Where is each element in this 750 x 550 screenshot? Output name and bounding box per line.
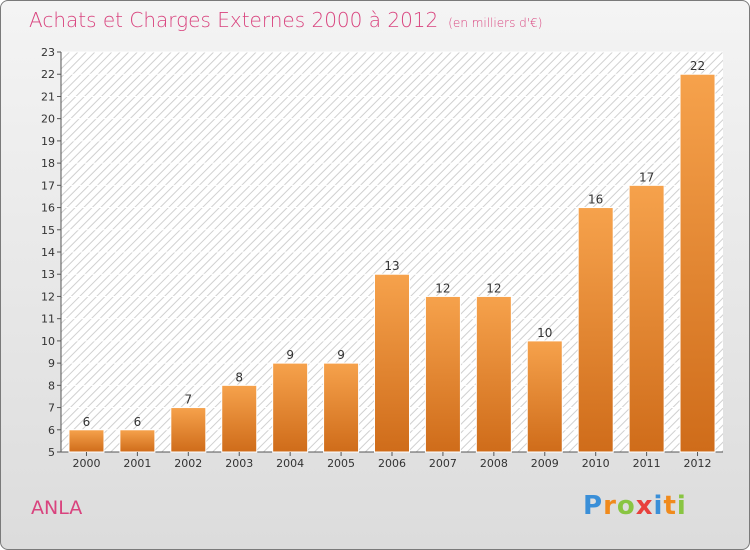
- bar-value-label: 12: [486, 281, 501, 295]
- bar-2004: [272, 362, 309, 453]
- chart-title-text: Achats et Charges Externes 2000 à 2012: [29, 8, 439, 32]
- bar-2003: [221, 384, 258, 453]
- bar-2000: [68, 429, 105, 453]
- y-tick-label: 7: [48, 402, 55, 415]
- x-tick-label: 2000: [72, 457, 100, 470]
- y-tick-label: 10: [41, 335, 55, 348]
- bar-value-label: 6: [134, 415, 142, 429]
- plot-area: 5 6 7 8 9 10 11 12 13 14 15 16 17 18 19 20 21 22 23 6 2000 6 2…: [41, 46, 723, 470]
- y-tick-label: 14: [41, 246, 55, 259]
- x-tick-label: 2008: [480, 457, 508, 470]
- x-tick-label: 2004: [276, 457, 304, 470]
- x-tick-label: 2002: [174, 457, 202, 470]
- proxiti-logo: Proxiti: [583, 491, 687, 521]
- x-tick-label: 2011: [633, 457, 661, 470]
- y-tick-label: 11: [41, 313, 55, 326]
- x-tick-label: 2005: [327, 457, 355, 470]
- y-tick-label: 8: [48, 379, 55, 392]
- bar-value-label: 6: [83, 415, 91, 429]
- x-tick-label: 2001: [123, 457, 151, 470]
- commune-name: ANLA: [31, 497, 83, 519]
- bar-2002: [170, 407, 207, 453]
- bar-value-label: 9: [286, 348, 294, 362]
- y-tick-label: 19: [41, 135, 55, 148]
- x-tick-label: 2003: [225, 457, 253, 470]
- y-tick-label: 17: [41, 179, 55, 192]
- bar-value-label: 22: [690, 59, 705, 73]
- y-tick-label: 13: [41, 268, 55, 281]
- bar-value-label: 10: [537, 326, 552, 340]
- bar-2006: [374, 273, 410, 453]
- y-tick-label: 6: [48, 424, 55, 437]
- y-tick-label: 21: [41, 90, 55, 103]
- bar-2011: [628, 184, 665, 453]
- x-tick-label: 2012: [684, 457, 712, 470]
- chart-title: Achats et Charges Externes 2000 à 2012 (e…: [29, 8, 542, 32]
- x-tick-label: 2009: [531, 457, 559, 470]
- bar-2008: [475, 295, 512, 453]
- y-tick-label: 9: [48, 357, 55, 370]
- bar-value-label: 8: [235, 370, 243, 384]
- bar-value-label: 12: [435, 281, 450, 295]
- y-tick-label: 5: [48, 446, 55, 459]
- y-tick-label: 15: [41, 224, 55, 237]
- x-tick-label: 2007: [429, 457, 457, 470]
- bar-value-label: 16: [588, 193, 603, 207]
- x-tick-label: 2010: [582, 457, 610, 470]
- bar-2012: [679, 73, 716, 453]
- bar-2007: [424, 295, 461, 453]
- chart-subtitle: (en milliers d'€): [448, 16, 543, 30]
- bar-2010: [577, 207, 614, 453]
- y-tick-label: 23: [41, 46, 55, 59]
- bar-2009: [526, 340, 563, 453]
- y-tick-label: 18: [41, 157, 55, 170]
- x-tick-label: 2006: [378, 457, 406, 470]
- bar-value-label: 9: [337, 348, 345, 362]
- y-tick-label: 16: [41, 202, 55, 215]
- y-tick-label: 12: [41, 290, 55, 303]
- bar-value-label: 13: [384, 259, 399, 273]
- y-tick-label: 22: [41, 68, 55, 81]
- bar-2005: [323, 362, 360, 453]
- y-tick-label: 20: [41, 113, 55, 126]
- bar-value-label: 7: [184, 393, 192, 407]
- bar-2001: [119, 429, 156, 453]
- bar-value-label: 17: [639, 170, 654, 184]
